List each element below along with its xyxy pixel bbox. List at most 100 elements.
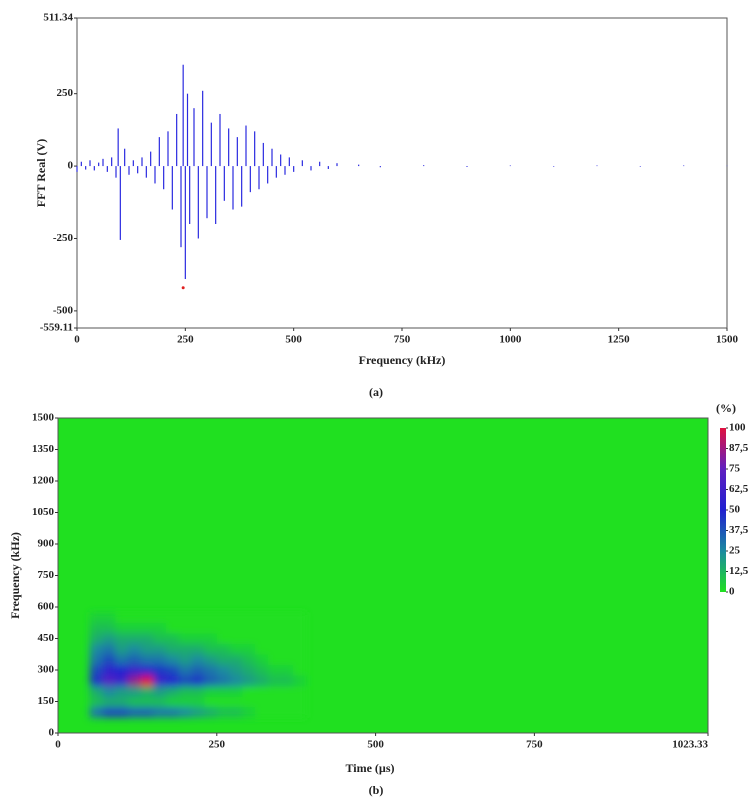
heatmap-cell [229, 622, 243, 634]
heatmap-cell [242, 696, 256, 708]
colorbar-tick-label: 50 [729, 504, 741, 516]
heatmap-cell [293, 664, 307, 676]
heatmap-cell [216, 633, 230, 645]
heatmap-cell [102, 675, 116, 687]
heatmap-cell [242, 633, 256, 645]
heatmap-cell [254, 633, 269, 645]
heatmap-cell [127, 654, 142, 666]
heatmap-cell [267, 685, 281, 697]
colorbar-tick-label: 37,5 [729, 524, 749, 536]
heatmap-cell [165, 664, 180, 676]
heatmap-cell [267, 622, 281, 634]
heatmap-cell [140, 685, 154, 697]
heatmap-cell [204, 696, 218, 708]
x-tick-label: 0 [55, 739, 61, 751]
x-tick-label: 1250 [608, 334, 631, 346]
heatmap-cell [140, 664, 154, 676]
colorbar-tick-label: 100 [729, 422, 746, 434]
heatmap-cell [178, 643, 192, 655]
heatmap-cell [89, 664, 103, 676]
y-tick-label: 300 [38, 664, 55, 676]
heatmap-cell [140, 612, 154, 624]
heatmap-cell [191, 664, 205, 676]
heatmap-cell [89, 643, 103, 655]
heatmap-cell [254, 643, 269, 655]
heatmap-cell [115, 696, 129, 708]
heatmap-cell [216, 675, 230, 687]
heatmap-cell [153, 612, 167, 624]
heatmap-cell [127, 664, 142, 676]
heatmap-cell [153, 696, 167, 708]
heatmap-cell [216, 696, 230, 708]
heatmap-cell [216, 643, 230, 655]
heatmap-cell [153, 706, 167, 718]
heatmap-cell [178, 654, 192, 666]
heatmap-cell [89, 685, 103, 697]
x-tick-label: 1000 [499, 334, 522, 346]
heatmap-cell [267, 675, 281, 687]
heatmap-cell [178, 664, 192, 676]
colorbar-tick-label: 75 [729, 463, 741, 475]
x-tick-label: 1500 [716, 334, 739, 346]
heatmap-cell [293, 706, 307, 718]
heatmap-cell [165, 706, 180, 718]
heatmap-cell [191, 622, 205, 634]
y-tick-label: 1350 [32, 443, 55, 455]
heatmap-cell [191, 675, 205, 687]
heatmap-cell [140, 643, 154, 655]
heatmap-cell [216, 664, 230, 676]
heatmap-cell [267, 654, 281, 666]
colorbar-tick-label: 62,5 [729, 483, 749, 495]
heatmap-cell [102, 685, 116, 697]
heatmap-cell [254, 685, 269, 697]
heatmap-cell [89, 706, 103, 718]
heatmap-cell [191, 696, 205, 708]
heatmap-cell [216, 685, 230, 697]
y-tick-label: 900 [38, 538, 55, 550]
heatmap-cell [153, 664, 167, 676]
x-tick-label: 500 [285, 334, 302, 346]
heatmap-cell [127, 685, 142, 697]
heatmap-cell [293, 654, 307, 666]
heatmap-cell [229, 654, 243, 666]
x-tick-label: 500 [367, 739, 384, 751]
heatmap-cell [153, 633, 167, 645]
y-tick-label: 1050 [32, 506, 55, 518]
heatmap-cell [229, 706, 243, 718]
y-tick-label: 450 [38, 632, 55, 644]
y-tick-label: 750 [38, 569, 55, 581]
x-tick-label: 750 [526, 739, 543, 751]
y-axis-label: FFT Real (V) [34, 139, 48, 207]
heatmap-cell [280, 685, 294, 697]
heatmap-cell [178, 706, 192, 718]
x-tick-label: 250 [177, 334, 194, 346]
heatmap-cell [165, 622, 180, 634]
heatmap-cell [293, 685, 307, 697]
heatmap-cell [89, 654, 103, 666]
heatmap-cell [178, 622, 192, 634]
heatmap-cell [254, 675, 269, 687]
heatmap-cell [115, 654, 129, 666]
heatmap-cell [115, 612, 129, 624]
heatmap-cell [254, 654, 269, 666]
y-axis-label: Frequency (kHz) [8, 532, 22, 619]
heatmap-cell [204, 706, 218, 718]
heatmap-cell [102, 633, 116, 645]
y-tick-label: 1200 [32, 475, 55, 487]
y-tick-label: 250 [57, 87, 74, 99]
heatmap-cell [267, 696, 281, 708]
x-axis-label: Time (µs) [345, 761, 394, 775]
heatmap-cell [102, 622, 116, 634]
heatmap-cell [89, 612, 103, 624]
heatmap-cell [254, 664, 269, 676]
heatmap-cell [216, 706, 230, 718]
heatmap-cell [140, 706, 154, 718]
heatmap-cell [115, 664, 129, 676]
heatmap-cell [153, 675, 167, 687]
x-tick-label: 750 [394, 334, 411, 346]
heatmap-cell [254, 622, 269, 634]
heatmap-cell [127, 706, 142, 718]
colorbar-label: (%) [716, 401, 736, 415]
heatmap-cell [178, 685, 192, 697]
heatmap-cell [216, 622, 230, 634]
